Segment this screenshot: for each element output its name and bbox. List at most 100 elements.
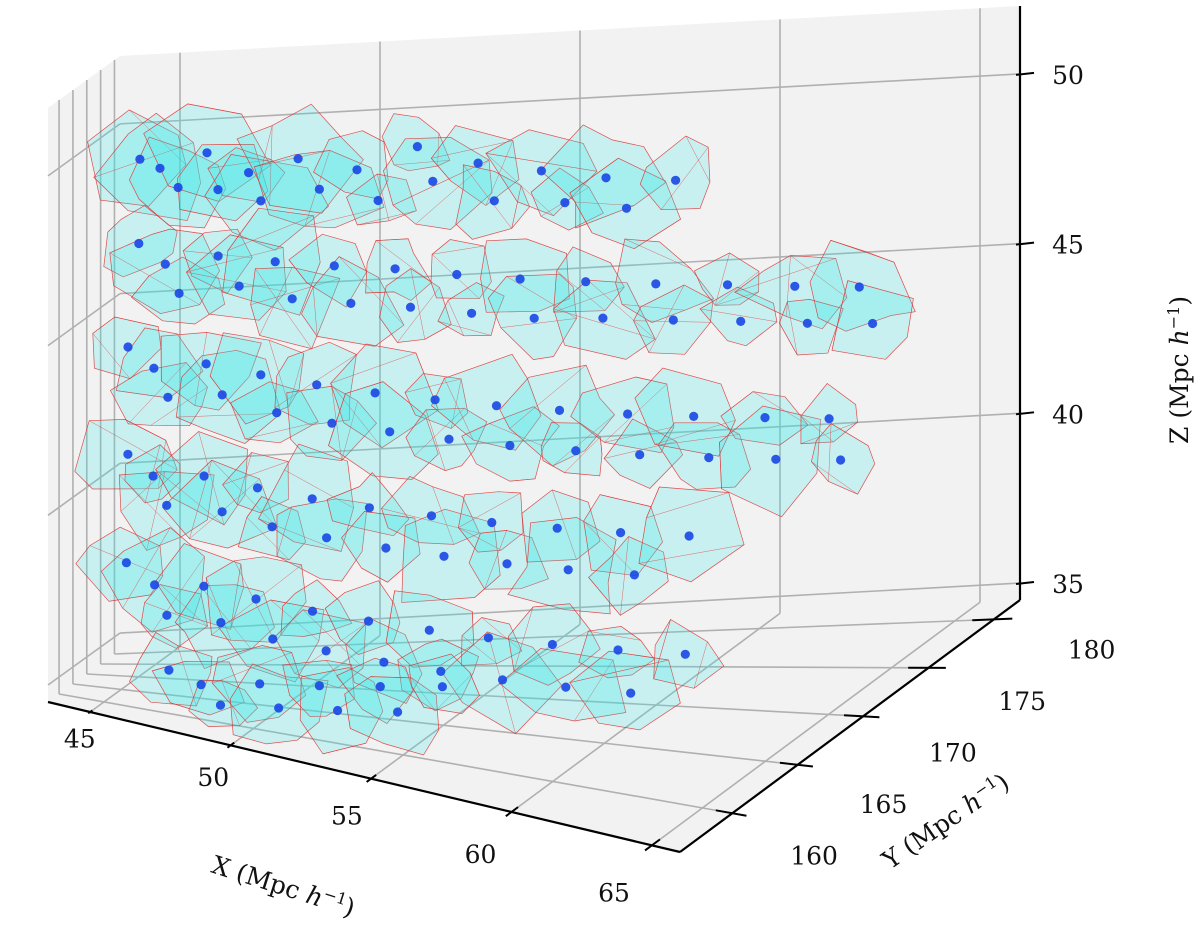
data-point [491,401,502,411]
voronoi-cell-edge [230,234,284,248]
data-point [651,279,661,289]
voronoi-cell-edge [244,413,282,444]
data-point [430,395,440,405]
voronoi-cell-edge [715,291,759,306]
voronoi-cell-edge [331,386,342,461]
data-point [680,649,690,659]
voronoi-cell-edge [128,362,187,425]
data-point [363,616,374,626]
voronoi-cell-edge [485,153,598,172]
grid-line-z-left [47,292,121,347]
back-wall-pane [120,6,1020,650]
data-point [563,565,573,575]
data-point [581,277,591,287]
voronoi-cell-edge [124,419,166,441]
data-point [135,154,145,164]
left-wall-pane [48,56,120,702]
data-point [364,503,374,513]
data-point [134,238,144,249]
data-point [327,418,337,428]
voronoi-cell-edge [484,530,507,590]
voronoi-cell-edge [392,159,490,206]
voronoi-cell-edge [170,702,210,716]
x-tick-label: 45 [64,725,96,754]
grid-line-y-floor [100,663,929,669]
data-point [621,203,632,213]
voronoi-cell-edge [553,286,625,313]
voronoi-cell-edge [381,508,480,534]
data-point [824,414,834,424]
voronoi-cell-edge [344,693,351,729]
data-point [174,288,184,298]
voronoi-cell-edge [787,301,798,356]
voronoi-cell-edge [811,461,858,495]
data-point [854,282,864,292]
voronoi-cell-edge [244,689,258,709]
voronoi-cell-edge [235,584,264,593]
voronoi-cell-edge [109,252,200,305]
voronoi-cell [779,299,844,356]
data-point [346,298,356,308]
voronoi-cell-edge [187,103,242,115]
voronoi-cell-edge [330,383,383,448]
voronoi-cell-edge [304,206,385,227]
y-tick-label: 175 [998,687,1046,716]
voronoi-cell-edge [258,125,273,181]
data-point [251,594,261,604]
data-point [629,570,640,580]
voronoi-cell-edge [324,608,341,640]
voronoi-cell-edge [108,594,151,602]
voronoi-cell-edge [752,391,809,426]
voronoi-cell-edge [463,164,512,229]
voronoi-cell [693,252,760,306]
data-point [272,408,282,418]
voronoi-cell-edge [620,626,641,641]
x-tick [226,741,235,749]
voronoi-cell-edge [480,530,507,534]
voronoi-cell-edge [441,638,479,657]
voronoi-cell-edge [588,577,621,616]
data-point [370,388,380,398]
data-point [375,682,385,692]
voronoi-cell-edge [840,280,849,310]
voronoi-cell-edge [150,386,208,426]
voronoi-cell [499,364,615,467]
voronoi-cell-edge [230,563,242,630]
voronoi-cell-edge [444,378,474,441]
grid-line-z-back [119,242,1021,295]
voronoi-cell-edge [338,667,364,689]
voronoi-cell-edge [299,262,321,316]
data-point [668,315,678,325]
grid-line-y-floor [58,693,733,815]
voronoi-cell-edge [800,415,834,443]
voronoi-cell-edge [786,255,791,317]
voronoi-cell-edge [284,469,354,509]
data-point [487,517,497,528]
x-tick [644,838,661,852]
voronoi-cell [258,443,354,552]
data-point [552,523,562,533]
data-point [307,606,318,616]
voronoi-cell-edge [330,352,416,384]
voronoi-cell-edge [151,556,205,633]
voronoi-cell-edge [186,247,284,273]
axis-lines [47,6,1022,854]
voronoi-cell-edge [634,218,681,249]
voronoi-cell-edge [447,300,465,336]
data-point [321,646,331,656]
data-point [293,154,303,164]
voronoi-cell-edge [474,575,501,598]
voronoi-cell-edge [177,645,197,707]
voronoi-cell [615,238,715,323]
data-point [704,453,714,463]
voronoi-cell-edge [624,238,692,269]
voronoi-cell-edge [270,599,319,642]
data-point [267,522,277,532]
data-point [390,264,400,274]
voronoi-cell-edge [660,147,709,210]
voronoi-cell-edge [212,652,292,684]
voronoi-cell-edge [425,409,446,471]
voronoi-cell-edge [699,308,777,323]
x-tick-label: 65 [598,878,630,907]
data-point [379,657,389,667]
